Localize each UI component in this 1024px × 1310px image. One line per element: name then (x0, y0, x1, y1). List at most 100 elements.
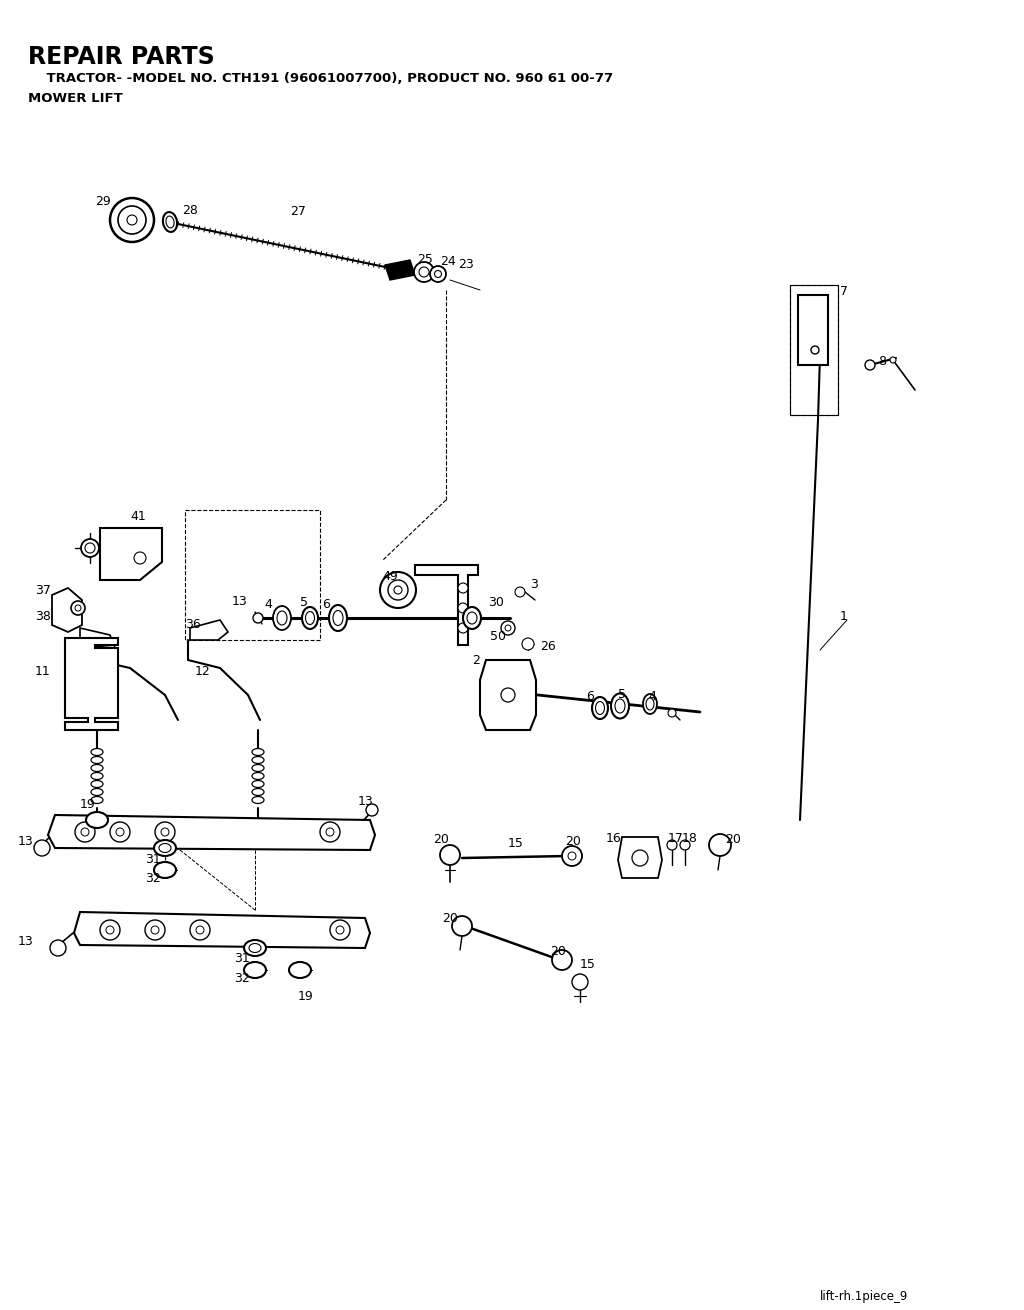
Circle shape (452, 916, 472, 937)
Ellipse shape (252, 796, 264, 803)
Ellipse shape (244, 962, 266, 979)
Text: lift-rh.1piece_9: lift-rh.1piece_9 (820, 1290, 908, 1303)
Text: 13: 13 (18, 834, 34, 848)
Circle shape (81, 828, 89, 836)
Ellipse shape (467, 612, 477, 624)
Polygon shape (48, 815, 375, 850)
Ellipse shape (333, 610, 343, 625)
Circle shape (572, 975, 588, 990)
Circle shape (71, 601, 85, 614)
Circle shape (75, 605, 81, 610)
Circle shape (118, 206, 146, 234)
Circle shape (380, 572, 416, 608)
Circle shape (161, 828, 169, 836)
Circle shape (458, 624, 468, 633)
Text: 17: 17 (668, 832, 684, 845)
Circle shape (865, 360, 874, 369)
Ellipse shape (91, 773, 103, 779)
Ellipse shape (302, 607, 318, 629)
Text: 20: 20 (565, 834, 581, 848)
Text: 32: 32 (234, 972, 250, 985)
Text: 36: 36 (185, 618, 201, 631)
Text: 4: 4 (648, 690, 656, 703)
Ellipse shape (289, 962, 311, 979)
Polygon shape (100, 528, 162, 580)
Text: 2: 2 (472, 654, 480, 667)
Circle shape (366, 804, 378, 816)
Ellipse shape (252, 773, 264, 779)
Circle shape (145, 920, 165, 941)
Polygon shape (385, 259, 415, 280)
Bar (790, 286, 838, 415)
Ellipse shape (596, 701, 604, 714)
Ellipse shape (643, 694, 657, 714)
Ellipse shape (646, 698, 654, 710)
Text: 1: 1 (840, 610, 848, 624)
Ellipse shape (463, 607, 481, 629)
Ellipse shape (249, 943, 261, 952)
Circle shape (458, 603, 468, 613)
Circle shape (680, 840, 690, 850)
Polygon shape (52, 588, 82, 631)
Circle shape (155, 821, 175, 842)
Bar (790, 286, 838, 415)
Circle shape (326, 828, 334, 836)
Text: 5: 5 (300, 596, 308, 609)
Circle shape (81, 538, 99, 557)
Circle shape (811, 346, 819, 354)
Circle shape (85, 544, 95, 553)
Text: 29: 29 (95, 195, 111, 208)
Text: 20: 20 (725, 833, 741, 846)
Circle shape (100, 920, 120, 941)
Text: 25: 25 (417, 253, 433, 266)
Ellipse shape (91, 765, 103, 772)
Ellipse shape (615, 700, 625, 713)
Bar (798, 295, 828, 365)
Circle shape (568, 852, 575, 859)
Text: 28: 28 (182, 204, 198, 217)
Text: 15: 15 (508, 837, 524, 850)
Text: 31: 31 (145, 853, 161, 866)
Circle shape (458, 583, 468, 593)
Circle shape (106, 926, 114, 934)
Text: 8: 8 (878, 355, 886, 368)
Ellipse shape (91, 748, 103, 756)
Text: 26: 26 (540, 641, 556, 652)
Circle shape (75, 821, 95, 842)
Ellipse shape (592, 697, 608, 719)
Circle shape (127, 215, 137, 225)
Polygon shape (80, 627, 115, 648)
Ellipse shape (166, 216, 174, 228)
Circle shape (116, 828, 124, 836)
Text: 49: 49 (382, 570, 397, 583)
Text: 13: 13 (232, 595, 248, 608)
Circle shape (667, 840, 677, 850)
Circle shape (196, 926, 204, 934)
Ellipse shape (252, 748, 264, 756)
Polygon shape (480, 660, 536, 730)
Polygon shape (190, 620, 228, 641)
Text: 30: 30 (488, 596, 504, 609)
Ellipse shape (91, 789, 103, 795)
Text: 16: 16 (606, 832, 622, 845)
Polygon shape (65, 638, 118, 730)
Circle shape (319, 821, 340, 842)
Circle shape (501, 621, 515, 635)
Text: 3: 3 (530, 578, 538, 591)
Circle shape (151, 926, 159, 934)
Circle shape (336, 926, 344, 934)
Text: 37: 37 (35, 584, 51, 597)
Text: 50: 50 (490, 630, 506, 643)
Ellipse shape (329, 605, 347, 631)
Circle shape (50, 941, 66, 956)
Text: 24: 24 (440, 255, 456, 269)
Text: 31: 31 (234, 952, 250, 965)
Circle shape (110, 821, 130, 842)
Text: 7: 7 (840, 286, 848, 297)
Text: 6: 6 (322, 597, 330, 610)
Polygon shape (415, 565, 478, 645)
Circle shape (110, 198, 154, 242)
Ellipse shape (159, 844, 171, 853)
Text: 13: 13 (18, 935, 34, 948)
Circle shape (515, 587, 525, 597)
